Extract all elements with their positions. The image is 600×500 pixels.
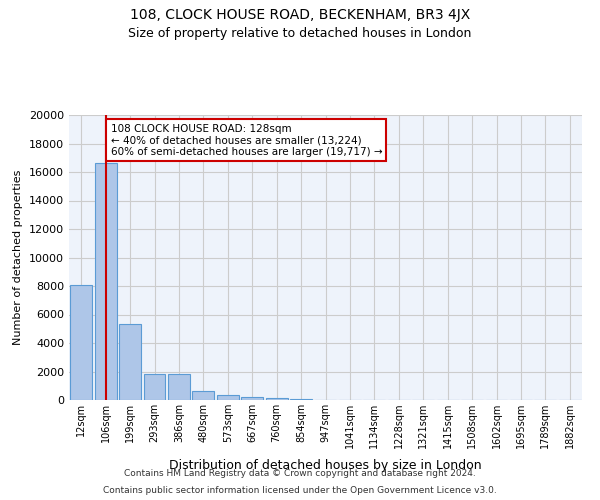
Text: 108 CLOCK HOUSE ROAD: 128sqm
← 40% of detached houses are smaller (13,224)
60% o: 108 CLOCK HOUSE ROAD: 128sqm ← 40% of de… <box>110 124 382 157</box>
Bar <box>119 324 141 400</box>
Bar <box>168 374 190 400</box>
X-axis label: Distribution of detached houses by size in London: Distribution of detached houses by size … <box>169 460 482 472</box>
Text: Contains public sector information licensed under the Open Government Licence v3: Contains public sector information licen… <box>103 486 497 495</box>
Bar <box>290 398 312 400</box>
Y-axis label: Number of detached properties: Number of detached properties <box>13 170 23 345</box>
Bar <box>217 395 239 400</box>
Bar <box>70 284 92 400</box>
Bar <box>95 164 116 400</box>
Bar <box>241 397 263 400</box>
Bar <box>143 374 166 400</box>
Bar <box>266 398 287 400</box>
Text: 108, CLOCK HOUSE ROAD, BECKENHAM, BR3 4JX: 108, CLOCK HOUSE ROAD, BECKENHAM, BR3 4J… <box>130 8 470 22</box>
Bar <box>193 390 214 400</box>
Text: Size of property relative to detached houses in London: Size of property relative to detached ho… <box>128 28 472 40</box>
Text: Contains HM Land Registry data © Crown copyright and database right 2024.: Contains HM Land Registry data © Crown c… <box>124 468 476 477</box>
